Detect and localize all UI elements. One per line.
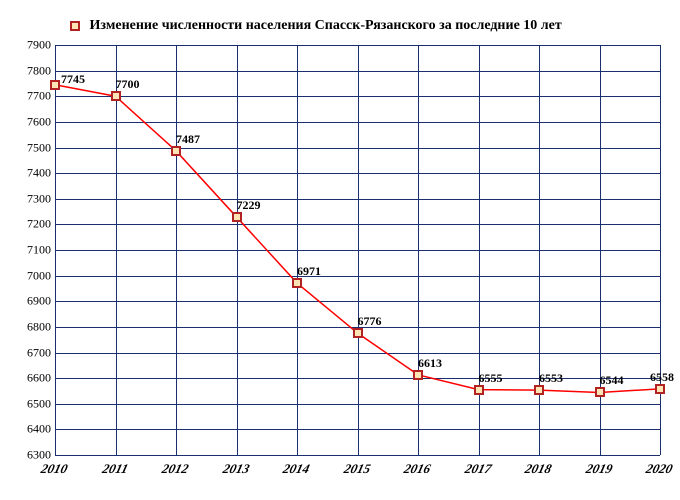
y-axis-tick: 6500 [11, 396, 55, 411]
y-axis-tick: 7100 [11, 243, 55, 258]
data-marker [292, 278, 302, 288]
y-axis-tick: 7200 [11, 217, 55, 232]
data-label: 7487 [176, 132, 200, 147]
y-axis-tick: 7600 [11, 114, 55, 129]
data-marker [413, 370, 423, 380]
x-axis-tick: 2018 [523, 455, 554, 477]
x-axis-tick: 2012 [160, 455, 191, 477]
data-marker [534, 385, 544, 395]
legend-marker [70, 21, 80, 31]
data-label: 7229 [237, 198, 261, 213]
legend-label: Изменение численности населения Спасск-Р… [90, 18, 562, 33]
y-axis-tick: 7000 [11, 268, 55, 283]
y-axis-tick: 7300 [11, 191, 55, 206]
data-marker [353, 328, 363, 338]
y-axis-tick: 7400 [11, 166, 55, 181]
data-marker [171, 146, 181, 156]
data-marker [595, 387, 605, 397]
y-axis-tick: 7700 [11, 89, 55, 104]
data-label: 6555 [479, 371, 503, 386]
y-axis-tick: 6400 [11, 422, 55, 437]
data-label: 7745 [61, 72, 85, 87]
chart-plot: 6300640065006600670068006900700071007200… [55, 45, 660, 455]
chart-legend: Изменение численности населения Спасск-Р… [70, 18, 562, 34]
y-axis-tick: 7900 [11, 38, 55, 53]
x-axis-tick: 2016 [402, 455, 433, 477]
series-line [55, 45, 660, 455]
x-axis-tick: 2011 [100, 455, 131, 477]
y-axis-tick: 6600 [11, 371, 55, 386]
data-marker [655, 384, 665, 394]
y-axis-tick: 6800 [11, 319, 55, 334]
x-axis-tick: 2020 [644, 455, 675, 477]
data-label: 6553 [539, 371, 563, 386]
data-marker [232, 212, 242, 222]
y-axis-tick: 6700 [11, 345, 55, 360]
data-label: 7700 [116, 77, 140, 92]
data-label: 6613 [418, 356, 442, 371]
y-axis-tick: 6900 [11, 294, 55, 309]
x-axis-tick: 2019 [584, 455, 615, 477]
data-marker [474, 385, 484, 395]
data-label: 6776 [358, 314, 382, 329]
x-axis-tick: 2017 [463, 455, 494, 477]
x-axis-tick: 2010 [39, 455, 70, 477]
data-label: 6558 [650, 370, 674, 385]
data-label: 6971 [297, 264, 321, 279]
x-axis-tick: 2014 [281, 455, 312, 477]
data-marker [50, 80, 60, 90]
x-axis-tick: 2015 [342, 455, 373, 477]
data-label: 6544 [600, 373, 624, 388]
y-axis-tick: 7800 [11, 63, 55, 78]
y-axis-tick: 7500 [11, 140, 55, 155]
data-marker [111, 91, 121, 101]
x-axis-tick: 2013 [221, 455, 252, 477]
